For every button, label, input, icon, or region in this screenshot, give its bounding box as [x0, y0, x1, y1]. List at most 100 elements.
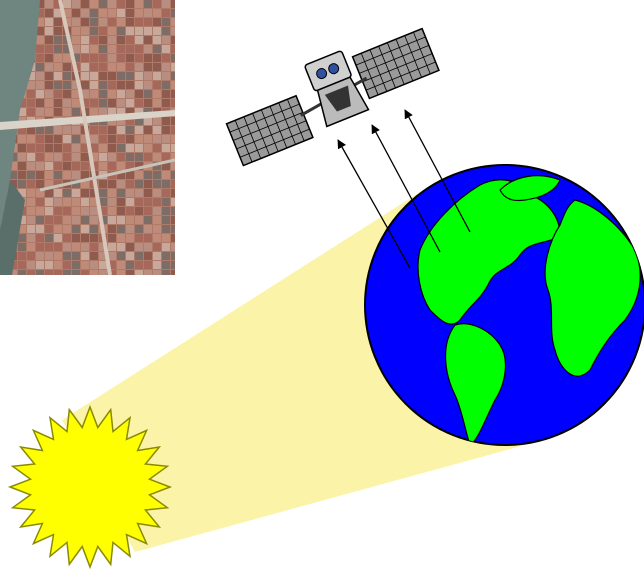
photo-block [171, 99, 175, 107]
photo-block [99, 99, 107, 107]
photo-block [153, 225, 161, 233]
photo-block [135, 18, 143, 26]
photo-block [63, 234, 71, 242]
photo-block [108, 135, 116, 143]
photo-block [27, 225, 35, 233]
photo-block [54, 216, 62, 224]
photo-block [54, 162, 62, 170]
photo-block [27, 261, 35, 269]
photo-block [153, 63, 161, 71]
street [58, 0, 112, 275]
photo-block [72, 126, 80, 134]
photo-block [54, 126, 62, 134]
photo-block [99, 72, 107, 80]
photo-block [45, 54, 53, 62]
photo-block [171, 45, 175, 53]
photo-block [171, 0, 175, 8]
photo-block [45, 261, 53, 269]
photo-block [72, 90, 80, 98]
panel-cell-line [260, 109, 279, 152]
photo-block [108, 162, 116, 170]
satellite-detail [324, 85, 351, 112]
photo-block [18, 171, 26, 179]
photo-block [81, 243, 89, 251]
photo-block [108, 72, 116, 80]
photo-block [45, 216, 53, 224]
street [39, 158, 175, 192]
photo-block [144, 171, 152, 179]
photo-block [36, 135, 44, 143]
photo-block [99, 207, 107, 215]
photo-block [36, 234, 44, 242]
photo-block [36, 72, 44, 80]
photo-block [126, 261, 134, 269]
photo-block [162, 225, 170, 233]
photo-block [18, 216, 26, 224]
photo-block [81, 198, 89, 206]
photo-block [126, 27, 134, 35]
photo-block [63, 270, 71, 275]
reflection-arrows [337, 109, 471, 269]
photo-block [45, 0, 53, 8]
photo-block [81, 0, 89, 8]
photo-block [135, 252, 143, 260]
photo-block [171, 27, 175, 35]
photo-block [36, 0, 44, 8]
photo-block [99, 180, 107, 188]
photo-block [126, 171, 134, 179]
photo-block [99, 81, 107, 89]
photo-block [171, 144, 175, 152]
photo-block [108, 81, 116, 89]
photo-block [72, 243, 80, 251]
photo-block [99, 27, 107, 35]
photo-block [90, 261, 98, 269]
photo-block [135, 54, 143, 62]
photo-block [171, 9, 175, 17]
photo-block [54, 189, 62, 197]
photo-block [36, 18, 44, 26]
photo-block [63, 252, 71, 260]
photo-block [108, 36, 116, 44]
photo-block [135, 234, 143, 242]
photo-block [99, 261, 107, 269]
photo-block [54, 144, 62, 152]
panel-cell-line [404, 35, 422, 78]
photo-block [126, 90, 134, 98]
panel-cell-line [359, 44, 429, 74]
photo-block [63, 207, 71, 215]
photo-block [63, 90, 71, 98]
photo-block [63, 45, 71, 53]
photo-block [99, 144, 107, 152]
photo-block [135, 108, 143, 116]
photo-block [18, 144, 26, 152]
photo-block [144, 243, 152, 251]
photo-block [108, 45, 116, 53]
photo-block [135, 63, 143, 71]
photo-block [117, 162, 125, 170]
photo-block [135, 216, 143, 224]
photo-block [63, 108, 71, 116]
photo-block [36, 162, 44, 170]
photo-block [144, 216, 152, 224]
photo-block [54, 234, 62, 242]
photo-block [99, 36, 107, 44]
photo-block [135, 0, 143, 8]
photo-block [81, 45, 89, 53]
photo-block [18, 108, 26, 116]
photo-block [108, 108, 116, 116]
photo-block [90, 234, 98, 242]
photo-block [90, 198, 98, 206]
panel-cell-line [234, 120, 253, 163]
photo-block [144, 261, 152, 269]
photo-block [81, 171, 89, 179]
photo-block [63, 153, 71, 161]
photo-block [126, 144, 134, 152]
photo-block [18, 135, 26, 143]
photo-block [36, 144, 44, 152]
photo-block [54, 108, 62, 116]
photo-block [81, 162, 89, 170]
photo-block [135, 162, 143, 170]
photo-block [81, 261, 89, 269]
photo-block [81, 63, 89, 71]
photo-block [117, 81, 125, 89]
